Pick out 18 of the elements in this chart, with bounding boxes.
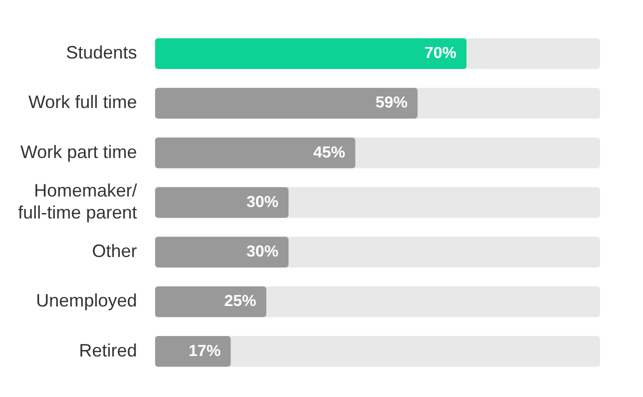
bar: [155, 336, 231, 367]
y-tick-label: Homemaker/ full-time parent: [18, 180, 138, 222]
data-label: 30%: [246, 244, 279, 261]
y-tick-label: Students: [66, 42, 138, 63]
bar: [155, 187, 289, 218]
data-label: 17%: [188, 342, 221, 360]
y-tick-label: Retired: [79, 340, 138, 360]
bar: [155, 236, 289, 268]
data-label: 45%: [313, 144, 346, 162]
y-tick-label: Other: [92, 241, 138, 262]
y-tick-label: Work part time: [20, 142, 138, 162]
data-label: 59%: [376, 94, 408, 112]
data-label: 25%: [224, 293, 256, 310]
data-label: 70%: [424, 45, 457, 62]
y-tick-label: Work full time: [28, 92, 138, 112]
bar: [155, 286, 266, 318]
y-tick-label: Unemployed: [36, 290, 138, 311]
data-label: 30%: [246, 194, 279, 211]
